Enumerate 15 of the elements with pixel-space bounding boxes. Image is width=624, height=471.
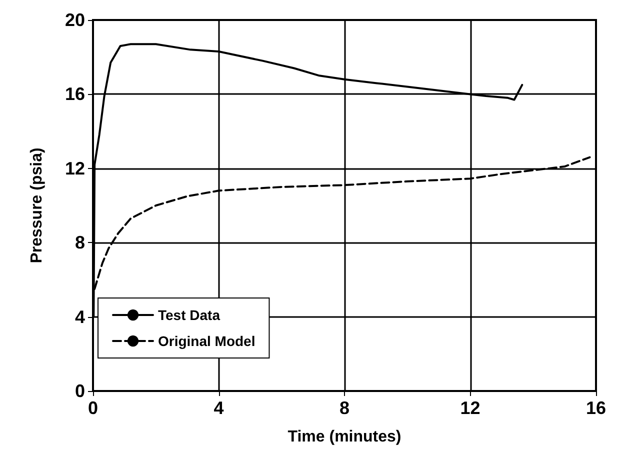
legend-label: Original Model <box>158 333 256 349</box>
x-tick-label: 12 <box>460 398 480 418</box>
y-tick-label: 8 <box>74 232 85 253</box>
y-tick-label: 0 <box>74 381 85 401</box>
legend-label: Test Data <box>158 307 220 323</box>
x-tick-label: 8 <box>339 398 350 418</box>
y-tick-label: 20 <box>64 10 85 30</box>
x-tick-label: 16 <box>586 398 606 418</box>
x-tick-label: 0 <box>88 398 98 418</box>
x-axis-title: Time (minutes) <box>288 428 402 446</box>
y-tick-label: 4 <box>74 306 85 327</box>
y-axis-title: Pressure (psia) <box>28 148 46 264</box>
y-tick-label: 16 <box>64 84 85 104</box>
y-tick-label: 12 <box>64 158 85 178</box>
x-tick-label: 4 <box>214 398 224 418</box>
